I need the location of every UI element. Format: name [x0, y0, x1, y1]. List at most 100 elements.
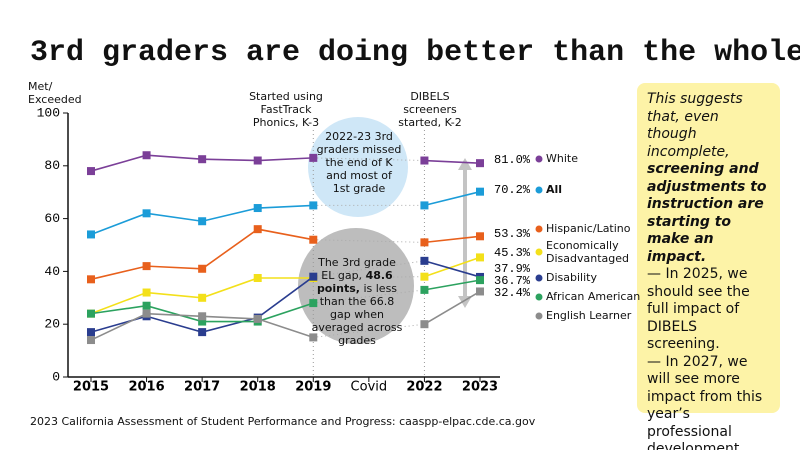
y-tick-label: 60 — [44, 211, 60, 226]
legend-marker — [535, 312, 543, 320]
legend-marker — [535, 155, 543, 163]
annotation: DIBELS screeners started, K-2 — [398, 90, 462, 129]
series-line — [90, 228, 481, 281]
point — [420, 320, 429, 329]
point — [476, 287, 484, 296]
point — [198, 293, 207, 302]
point — [87, 167, 95, 176]
point — [420, 156, 429, 165]
legend-label: African American — [546, 290, 641, 303]
point — [309, 272, 318, 281]
annotation-text: is less than the 66.8 gap when averaged … — [311, 282, 403, 347]
gap-connector — [313, 276, 425, 279]
gap-connector — [313, 260, 425, 278]
x-tick-label: Covid — [351, 380, 388, 395]
legend-marker — [535, 225, 543, 233]
point — [142, 209, 151, 218]
point — [309, 235, 318, 244]
point — [198, 317, 207, 326]
legend-label: White — [546, 152, 578, 165]
point — [253, 156, 262, 165]
point — [253, 225, 262, 234]
value-label: 81.0% — [494, 153, 531, 167]
value-label: 45.3% — [494, 246, 531, 260]
x-tick-label: 2018 — [240, 380, 276, 395]
legend-marker — [535, 186, 543, 194]
point — [87, 336, 95, 345]
point — [142, 262, 151, 271]
side-note-emphasis: screening and adjustments to instruction… — [647, 161, 767, 265]
point — [87, 309, 95, 318]
value-label: 32.4% — [494, 286, 531, 300]
point — [309, 153, 318, 162]
side-note-point: — In 2025, we should see the full impact… — [647, 266, 750, 352]
point — [420, 238, 429, 247]
point — [87, 230, 95, 239]
point — [198, 155, 207, 164]
value-label: 36.7% — [494, 274, 531, 288]
note-bubble — [298, 228, 414, 344]
point — [142, 151, 151, 160]
y-tick-label: 20 — [44, 317, 60, 332]
legend-label: Hispanic/Latino — [546, 222, 631, 235]
point — [142, 288, 151, 297]
y-tick-label: 100 — [37, 105, 60, 120]
legend-label: All — [546, 183, 563, 196]
point — [198, 217, 207, 226]
gap-connector — [313, 239, 425, 243]
value-label: 37.9% — [494, 262, 531, 276]
value-label: 70.2% — [494, 183, 531, 197]
annotation: 2022-23 3rd graders missed the end of K … — [316, 130, 402, 195]
legend-marker — [535, 274, 543, 282]
point — [476, 253, 484, 262]
annotation-bold: 48.6 points, — [316, 269, 393, 295]
legend-label: English Learner — [546, 309, 632, 322]
x-tick-label: 2019 — [295, 380, 331, 395]
x-tick-label: 2015 — [73, 380, 109, 395]
side-note: This suggests that, even though incomple… — [637, 83, 780, 450]
legend-label: Economically Disadvantaged — [546, 239, 629, 265]
point — [198, 264, 207, 273]
point — [309, 333, 318, 342]
point — [420, 285, 429, 294]
point — [476, 276, 484, 285]
point — [198, 328, 207, 337]
point — [309, 299, 318, 308]
side-note-intro: This suggests that, even though incomple… — [647, 91, 743, 160]
note-bubble — [308, 117, 408, 217]
side-note-point: — In 2027, we will see more impact from … — [647, 353, 763, 450]
value-label: 53.3% — [494, 227, 531, 241]
x-tick-label: 2016 — [128, 380, 164, 395]
arrow-head — [458, 158, 472, 170]
annotation: The 3rd grade EL gap, 48.6 points, is le… — [310, 256, 404, 347]
point — [142, 301, 151, 310]
legend-marker — [535, 248, 543, 256]
annotation: Started using FastTrack Phonics, K-3 — [249, 90, 323, 129]
point — [87, 275, 95, 284]
gap-connector — [313, 157, 425, 162]
point — [420, 201, 429, 210]
y-tick-label: 80 — [44, 158, 60, 173]
point — [476, 232, 484, 241]
point — [420, 272, 429, 281]
side-note-text: This suggests that, even though incomple… — [647, 91, 770, 266]
y-tick-label: 40 — [44, 264, 60, 279]
annotation-text: The 3rd grade EL gap, — [318, 256, 396, 282]
slide-title: 3rd graders are doing better than the wh… — [30, 36, 800, 70]
point — [253, 314, 262, 323]
legend-label: Disability — [546, 271, 597, 284]
point — [253, 204, 262, 213]
y-tick-label: 0 — [52, 369, 60, 384]
legend-marker — [535, 293, 543, 301]
point — [309, 201, 318, 210]
point — [420, 256, 429, 265]
point — [142, 309, 151, 318]
point — [198, 312, 207, 321]
x-tick-label: 2023 — [462, 380, 498, 395]
x-tick-label: 2022 — [406, 380, 442, 395]
x-tick-label: 2017 — [184, 380, 220, 395]
point — [476, 187, 484, 196]
y-axis-label: Met/ Exceeded — [28, 80, 82, 106]
